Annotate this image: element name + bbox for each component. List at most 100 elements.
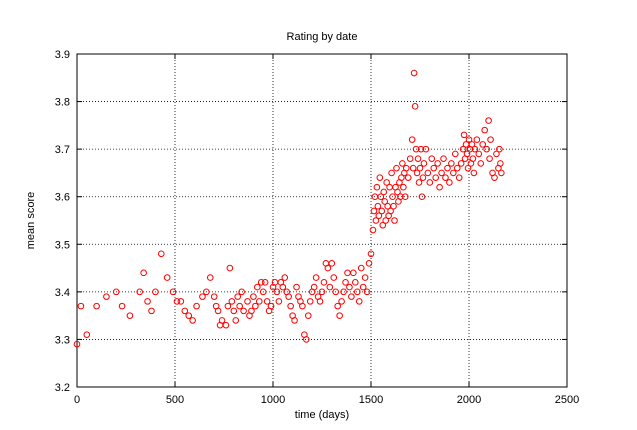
data-point bbox=[252, 302, 259, 310]
data-point bbox=[250, 293, 257, 300]
grid-lines bbox=[77, 54, 567, 387]
data-point bbox=[438, 169, 445, 177]
data-point bbox=[199, 293, 206, 300]
data-point bbox=[303, 336, 310, 343]
data-point bbox=[373, 183, 381, 191]
data-point bbox=[291, 317, 298, 324]
data-point bbox=[419, 174, 427, 181]
data-point bbox=[397, 193, 404, 201]
data-point bbox=[230, 307, 238, 315]
data-point bbox=[464, 164, 472, 172]
data-point bbox=[411, 103, 419, 110]
data-point bbox=[328, 260, 336, 267]
data-point bbox=[415, 179, 423, 186]
x-tick-label: 2500 bbox=[555, 394, 579, 406]
data-point bbox=[189, 317, 196, 324]
data-point bbox=[136, 288, 144, 296]
data-point bbox=[379, 221, 387, 229]
data-point bbox=[376, 174, 384, 181]
data-point bbox=[402, 164, 410, 172]
data-point bbox=[448, 160, 455, 167]
data-point bbox=[259, 288, 267, 296]
data-point bbox=[383, 179, 390, 186]
data-point bbox=[332, 288, 340, 296]
chart-title: Rating by date bbox=[287, 31, 358, 43]
data-point bbox=[324, 264, 332, 272]
data-point bbox=[378, 207, 386, 215]
data-point bbox=[359, 283, 367, 291]
data-point bbox=[365, 260, 373, 267]
data-point bbox=[148, 307, 155, 315]
data-point bbox=[126, 312, 134, 319]
data-point bbox=[304, 312, 312, 319]
data-point bbox=[412, 145, 420, 153]
data-point bbox=[316, 298, 324, 305]
data-point bbox=[257, 279, 265, 286]
data-point bbox=[450, 169, 457, 177]
data-point bbox=[428, 155, 436, 162]
data-point bbox=[408, 136, 416, 143]
data-point bbox=[318, 288, 326, 296]
data-point bbox=[206, 274, 214, 281]
data-point bbox=[93, 302, 100, 310]
data-point bbox=[144, 298, 151, 305]
data-point bbox=[173, 298, 181, 305]
data-point bbox=[326, 283, 334, 291]
data-point bbox=[374, 202, 382, 210]
data-point bbox=[477, 160, 485, 167]
y-axis-label: mean score bbox=[25, 192, 37, 249]
data-point bbox=[493, 150, 500, 158]
data-point bbox=[248, 307, 255, 315]
data-point bbox=[226, 264, 234, 272]
data-point bbox=[214, 307, 222, 315]
data-point bbox=[236, 302, 243, 310]
data-point bbox=[234, 293, 242, 300]
data-point bbox=[388, 169, 395, 177]
data-point bbox=[496, 145, 503, 153]
data-point bbox=[381, 198, 389, 205]
data-point bbox=[468, 141, 476, 148]
data-point bbox=[273, 288, 281, 296]
data-point bbox=[244, 298, 251, 305]
y-tick-label: 3.8 bbox=[55, 97, 70, 109]
data-point bbox=[350, 269, 357, 277]
data-point bbox=[391, 217, 398, 224]
x-tick-label: 2000 bbox=[457, 394, 481, 406]
data-point bbox=[361, 274, 369, 281]
data-point bbox=[372, 217, 380, 224]
data-point bbox=[455, 174, 463, 181]
data-point bbox=[157, 250, 165, 258]
data-point bbox=[77, 302, 85, 310]
data-point bbox=[390, 202, 397, 210]
data-point bbox=[261, 279, 269, 286]
data-point bbox=[446, 179, 453, 186]
data-point bbox=[103, 293, 110, 300]
data-point bbox=[400, 183, 407, 191]
data-point bbox=[398, 174, 405, 181]
data-points bbox=[73, 69, 505, 348]
data-point bbox=[255, 298, 263, 305]
data-point bbox=[263, 298, 271, 305]
data-point bbox=[463, 150, 471, 158]
data-point bbox=[369, 226, 377, 234]
data-point bbox=[430, 164, 438, 172]
data-point bbox=[177, 298, 185, 305]
data-point bbox=[486, 155, 493, 162]
data-point bbox=[483, 145, 490, 153]
data-point bbox=[181, 307, 189, 315]
data-point bbox=[389, 193, 396, 201]
data-point bbox=[479, 141, 487, 148]
x-axis-ticks: 0 500 1000 1500 2000 2500 bbox=[74, 54, 579, 406]
data-point bbox=[451, 150, 459, 158]
data-point bbox=[275, 298, 283, 305]
data-point bbox=[193, 302, 200, 310]
data-point bbox=[404, 174, 412, 181]
data-point bbox=[473, 136, 481, 143]
plot-frame bbox=[76, 53, 568, 388]
y-tick-label: 3.6 bbox=[55, 192, 70, 204]
y-tick-label: 3.4 bbox=[55, 287, 70, 299]
data-point bbox=[152, 288, 159, 296]
data-point bbox=[210, 293, 218, 300]
data-point bbox=[363, 288, 371, 296]
data-point bbox=[338, 298, 345, 305]
